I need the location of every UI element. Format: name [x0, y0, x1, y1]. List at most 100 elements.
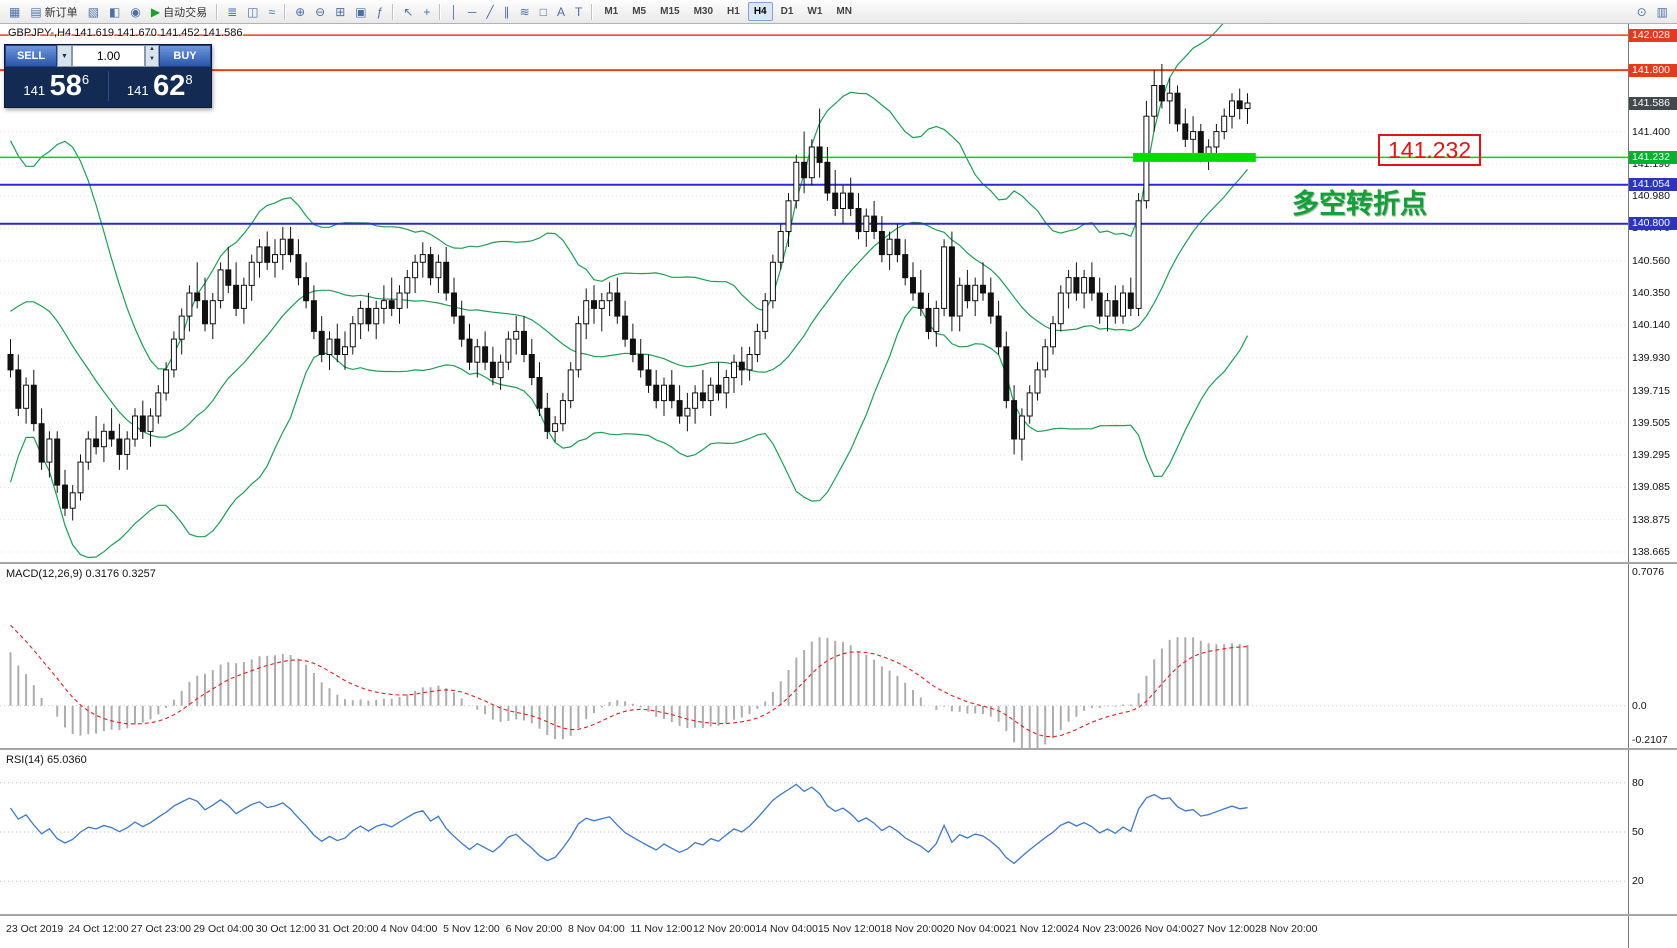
price-tick: 139.085: [1632, 481, 1670, 494]
vertical-line-icon[interactable]: │: [445, 1, 463, 23]
price-divider: [107, 71, 109, 101]
tile-windows-icon: ⊞: [335, 4, 346, 19]
time-label: 23 Oct 2019: [6, 923, 64, 935]
buy-price-base: 141: [126, 82, 149, 98]
time-label: 8 Nov 04:00: [568, 923, 625, 935]
community-icon: ◉: [130, 4, 141, 19]
fibonacci-icon: ≋: [519, 4, 530, 19]
timeframe-button-m30[interactable]: M30: [693, 6, 714, 17]
time-label: 27 Oct 23:00: [130, 923, 192, 935]
new-chart-icon[interactable]: ▥: [1652, 1, 1673, 23]
buy-price-pip: 8: [185, 71, 193, 87]
sell-price-display[interactable]: 141 586: [5, 69, 108, 102]
symbol-ohlc-info: GBPJPY-,H4 141.619 141.670 141.452 141.5…: [8, 27, 243, 39]
time-label: 21 Nov 12:00: [1005, 923, 1068, 935]
pane-separator[interactable]: [0, 914, 1677, 916]
main-toolbar: ▦ ▤ 新订单 ▧ ◧ ◉ ▶ 自动交易 ≣ ◫ ≈ ⊕ ⊖ ⊞ ▣ ƒ ↖ + │ ─ ╱ ∥ ≋ □ A T M1 M5 M15 M…: [0, 0, 1677, 24]
buy-price-display[interactable]: 141 628: [109, 71, 212, 101]
chart-window-icon: ▦: [9, 4, 21, 19]
price-annotation-box: 141.232: [1378, 134, 1482, 166]
macd-canvas[interactable]: [0, 564, 1628, 748]
time-label: 29 Oct 04:00: [193, 923, 254, 935]
toolbar-separator: [216, 3, 219, 20]
channel-icon: ∥: [503, 4, 510, 19]
chart-profile-icon[interactable]: ◧: [104, 1, 125, 23]
expert-advisor-icon[interactable]: ▧: [83, 1, 104, 23]
autotrading-button[interactable]: ▶ 自动交易: [146, 1, 212, 23]
buy-button[interactable]: BUY: [159, 45, 211, 67]
timeframe-button-m5[interactable]: M5: [632, 6, 647, 17]
chart-profile-icon: ◧: [109, 4, 121, 19]
price-scale[interactable]: 141.400141.190140.980140.770140.560140.3…: [1628, 24, 1677, 948]
horizontal-line-icon[interactable]: ─: [463, 1, 482, 23]
rsi-scale-label: 20: [1632, 875, 1644, 888]
volume-spinner[interactable]: ▲ ▼: [145, 45, 159, 67]
price-badge: 141.800: [1629, 63, 1677, 77]
line-chart-icon[interactable]: ≈: [264, 1, 281, 23]
new-order-button[interactable]: ▤ 新订单: [25, 1, 82, 23]
timeframe-button-m15[interactable]: M15: [660, 6, 680, 17]
pane-separator[interactable]: [0, 748, 1677, 750]
time-label: 5 Nov 12:00: [443, 923, 500, 935]
timeframe-button-m1[interactable]: M1: [604, 6, 619, 17]
arrow-tool-icon[interactable]: T: [570, 1, 587, 23]
zoom-in-icon[interactable]: ⊕: [290, 1, 310, 23]
time-label: 20 Nov 04:00: [942, 923, 1006, 935]
crosshair-icon[interactable]: +: [418, 1, 435, 23]
bar-chart-icon: ≣: [227, 4, 238, 19]
toolbar-separator: [392, 3, 395, 20]
cursor-icon[interactable]: ↖: [398, 1, 418, 23]
price-badge: 141.232: [1629, 150, 1677, 164]
candlestick-chart-icon[interactable]: ◫: [242, 1, 263, 23]
rsi-canvas[interactable]: [0, 750, 1628, 914]
price-tick: 138.875: [1632, 513, 1670, 526]
search-icon[interactable]: ⊙: [1632, 1, 1652, 23]
main-chart-canvas[interactable]: [0, 24, 1628, 562]
toolbar-groups: ▦ ▤ 新订单 ▧ ◧ ◉ ▶ 自动交易 ≣ ◫ ≈ ⊕ ⊖ ⊞ ▣ ƒ ↖ + │ ─ ╱ ∥ ≋ □ A T: [4, 0, 587, 23]
price-tick: 140.980: [1632, 190, 1670, 203]
text-label-icon[interactable]: A: [552, 1, 570, 23]
price-tick: 139.715: [1632, 384, 1670, 397]
new-chart-icon: ▥: [1656, 4, 1668, 19]
channel-icon[interactable]: ∥: [499, 1, 515, 23]
spin-up-icon[interactable]: ▲: [149, 46, 155, 52]
timeframe-toolbar: M1 M5 M15 M30 H1 H4 D1 W1 MN: [597, 0, 859, 23]
time-label: 24 Oct 12:00: [68, 923, 129, 935]
crosshair-icon: +: [423, 4, 431, 19]
time-label: 27 Nov 12:00: [1192, 923, 1256, 935]
macd-scale-label: 0.7076: [1632, 566, 1665, 578]
shapes-icon[interactable]: □: [535, 1, 552, 23]
sell-price-base: 141: [23, 82, 46, 98]
price-tick: 140.560: [1632, 254, 1670, 267]
pane-separator[interactable]: [0, 562, 1677, 564]
time-axis[interactable]: 23 Oct 2019 24 Oct 12:00 27 Oct 23:00 29 Oc…: [0, 916, 1628, 948]
zoom-out-icon[interactable]: ⊖: [310, 1, 330, 23]
price-tick: 140.350: [1632, 287, 1670, 299]
new-order-button-label: 新订单: [44, 6, 78, 19]
chart-window-icon[interactable]: ▦: [4, 1, 25, 23]
timeframe-button-mn[interactable]: MN: [836, 6, 852, 17]
volume-input[interactable]: [72, 45, 145, 67]
indicators-icon[interactable]: ƒ: [372, 1, 389, 23]
bar-chart-icon[interactable]: ≣: [222, 1, 242, 23]
timeframe-button-h1[interactable]: H1: [727, 6, 740, 17]
spin-down-icon[interactable]: ▼: [149, 56, 155, 62]
sell-price-big: 58: [49, 69, 82, 102]
time-label: 31 Oct 20:00: [318, 923, 379, 935]
timeframe-button-h4[interactable]: H4: [747, 2, 773, 21]
community-icon[interactable]: ◉: [125, 1, 145, 23]
timeframe-button-w1[interactable]: W1: [807, 6, 823, 17]
fibonacci-icon[interactable]: ≋: [515, 1, 535, 23]
zoom-in-icon: ⊕: [295, 4, 306, 19]
volume-dropdown-icon[interactable]: ▼: [57, 45, 72, 67]
trendline-icon[interactable]: ╱: [481, 1, 498, 23]
macd-indicator-label: MACD(12,26,9) 0.3176 0.3257: [6, 568, 156, 580]
templates-icon[interactable]: ▣: [350, 1, 371, 23]
price-tick: 140.140: [1632, 319, 1670, 332]
time-label: 26 Nov 04:00: [1130, 923, 1193, 935]
tile-windows-icon[interactable]: ⊞: [330, 1, 350, 23]
sell-button[interactable]: SELL: [5, 45, 57, 67]
macd-scale-label: 0.0: [1632, 699, 1647, 712]
timeframe-button-d1[interactable]: D1: [780, 6, 794, 17]
